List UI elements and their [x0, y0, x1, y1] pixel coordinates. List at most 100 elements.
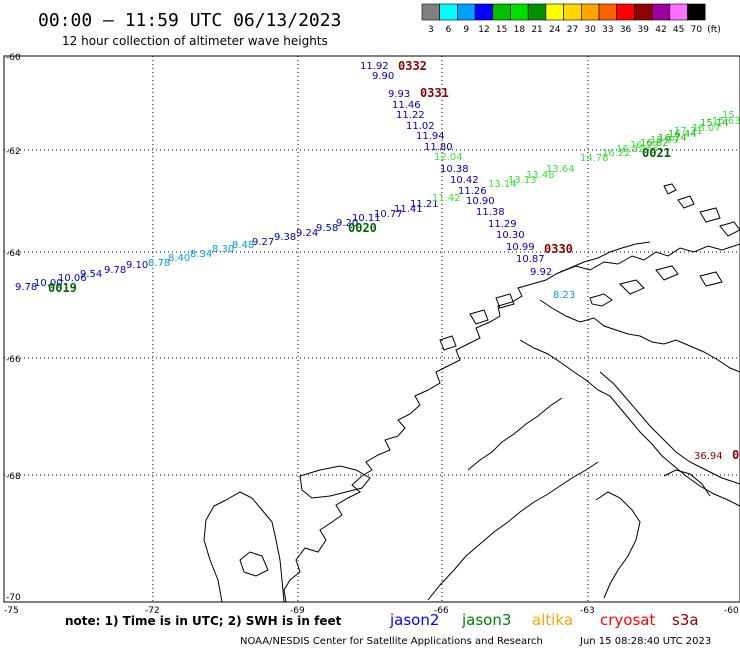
pass-time-marker: 0019 [48, 281, 77, 295]
legend-swatch [669, 3, 688, 21]
legend-swatch [545, 3, 564, 21]
graticule [4, 56, 740, 602]
island-6 [469, 309, 489, 325]
wave-height-reading: 16.44 [668, 129, 697, 140]
wave-height-reading: 9.24 [296, 228, 318, 239]
longitude-labels: -75 -72 -69 -66 -63 -60 [4, 606, 739, 616]
legend-swatch [510, 3, 529, 21]
inner-coast-south-b [467, 397, 563, 471]
legend-swatch [439, 3, 458, 21]
wave-height-reading: 16.62 [640, 138, 669, 149]
page-subtitle: 12 hour collection of altimeter wave hei… [62, 34, 328, 48]
lon-label: -75 [4, 606, 19, 616]
island-ne-4 [719, 221, 740, 237]
inner-lake-east-b [663, 469, 711, 497]
wave-height-reading: 15.99 [650, 135, 679, 146]
legend-swatch [598, 3, 618, 21]
legend-label: 3 [428, 25, 434, 35]
lon-label: -72 [145, 606, 160, 616]
wave-height-reading: 10.77 [374, 209, 403, 220]
wave-height-reading: 9.10 [126, 260, 148, 271]
pass-time-marker: 0332 [398, 59, 427, 73]
wave-height-reading: 8.48 [232, 240, 254, 251]
legend-label: 39 [638, 25, 650, 35]
island-1 [589, 293, 613, 307]
satellite-name: jason3 [461, 611, 511, 629]
wave-height-reading: 10.42 [450, 175, 479, 186]
wave-height-reading: 15.14 [700, 118, 729, 129]
wave-height-reading: 14.78 [580, 153, 609, 164]
satellite-name: altika [532, 611, 573, 629]
wave-height-reading: 10.06 [58, 273, 87, 284]
inner-lake-east [595, 491, 641, 599]
wave-height-reading: 13.48 [526, 170, 555, 181]
legend-label: 9 [463, 25, 469, 35]
legend-label: 33 [602, 25, 613, 35]
wave-height-reading: 13.64 [546, 164, 575, 175]
wave-height-reading: 8.78 [148, 258, 170, 269]
wave-height-reading: 9.38 [274, 232, 296, 243]
weddell-shelf-edge [599, 371, 740, 485]
wave-height-reading: 9.58 [316, 223, 338, 234]
wave-height-reading: 10.38 [440, 164, 469, 175]
legend-swatch [634, 3, 653, 21]
legend-swatch [563, 3, 582, 21]
satellite-legend: jason2 jason3 altika cryosat s3a [389, 611, 699, 629]
wave-height-color-legend: 3 6 9 12 15 18 21 24 27 30 33 36 39 42 45 70 (ft) [421, 3, 721, 35]
lat-label: -66 [6, 355, 21, 365]
pass-time-marker: 0331 [420, 86, 449, 100]
wave-height-reading: 11.22 [396, 110, 425, 121]
wave-height-reading: 16.22 [616, 144, 645, 155]
wave-height-reading: 12.04 [434, 152, 463, 163]
wave-height-reading: 9.93 [388, 89, 410, 100]
lon-label: -69 [290, 606, 305, 616]
latitude-labels: -60 -62 -64 -66 -68 -70 [6, 53, 21, 603]
satellite-name: s3a [672, 611, 699, 629]
wave-height-reading: 9.27 [252, 237, 274, 248]
peninsula-coast-east [539, 299, 740, 373]
lat-label: -62 [6, 147, 21, 157]
wave-height-reading: 11.21 [410, 199, 439, 210]
wave-height-reading: 16.29 [630, 140, 659, 151]
wave-height-reading: 17.31 [674, 126, 703, 137]
island-2 [619, 279, 645, 295]
alexander-island [299, 465, 371, 499]
wave-height-reading: 13.14 [488, 179, 517, 190]
lat-label: -68 [6, 472, 21, 482]
legend-swatch [687, 3, 706, 21]
cryosat-time-marker: 0 [732, 448, 739, 462]
peninsula-coast-west [283, 241, 651, 603]
island-7 [495, 293, 515, 309]
legend-label: 45 [673, 25, 684, 35]
wave-height-reading: 13.13 [508, 175, 537, 186]
legend-label: 70 [691, 25, 703, 35]
legend-swatch [527, 3, 547, 21]
legend-swatch [421, 3, 441, 21]
island-4 [699, 271, 723, 287]
wave-height-reading: 11.92 [360, 61, 389, 72]
island-5 [439, 335, 457, 351]
wave-height-reading: 16.22 [602, 148, 631, 159]
pass-time-marker: 0021 [642, 146, 671, 160]
pass-time-marker: 0330 [544, 242, 573, 256]
legend-swatch [616, 3, 635, 21]
legend-swatch [492, 3, 511, 21]
wave-height-reading: 8.40 [168, 253, 190, 264]
wave-height-reading: 9.20 [336, 218, 358, 229]
wave-height-reading: 9.78 [15, 282, 37, 293]
western-shore-b [203, 499, 227, 603]
legend-label: 24 [549, 25, 561, 35]
coastal-wave-label: 8.23 [553, 290, 575, 301]
legend-swatch [580, 3, 600, 21]
footer-timestamp: Jun 15 08:28:40 UTC 2023 [579, 636, 711, 647]
pass-time-marker: 0020 [348, 221, 377, 235]
wave-height-reading: 10.90 [466, 196, 495, 207]
legend-label: 30 [584, 25, 596, 35]
lon-label: -63 [580, 606, 595, 616]
wave-height-reading: 16.07 [692, 123, 721, 134]
wave-height-reading: 11.02 [406, 121, 435, 132]
satellite-name: cryosat [600, 611, 655, 629]
wave-height-reading: 8.30 [212, 244, 234, 255]
legend-unit: (ft) [707, 25, 721, 35]
